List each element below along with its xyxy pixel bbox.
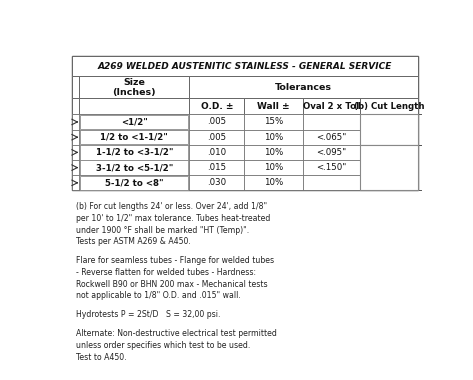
Bar (189, 76, 418, 98)
Bar (303, 160, 359, 175)
Text: .015: .015 (207, 163, 226, 172)
Bar (359, 114, 418, 145)
Bar (79, 175, 189, 190)
Text: 10%: 10% (264, 178, 283, 187)
Bar (244, 175, 303, 190)
Text: .010: .010 (207, 148, 226, 157)
Text: not applicable to 1/8" O.D. and .015" wall.: not applicable to 1/8" O.D. and .015" wa… (76, 291, 240, 300)
Text: 1/2 to <1-1/2": 1/2 to <1-1/2" (100, 133, 168, 142)
Bar (359, 160, 418, 175)
Bar (72, 56, 418, 76)
Text: 10%: 10% (264, 163, 283, 172)
Bar (79, 145, 189, 160)
Text: O.D. ±: O.D. ± (201, 102, 233, 111)
Text: - Reverse flatten for welded tubes - Hardness:: - Reverse flatten for welded tubes - Har… (76, 268, 255, 277)
Text: <.150": <.150" (316, 163, 347, 172)
Bar (72, 98, 79, 114)
Text: 1-1/2 to <3-1/2": 1-1/2 to <3-1/2" (96, 148, 173, 157)
Text: .005: .005 (207, 133, 226, 142)
Bar (79, 76, 189, 98)
Text: A269 WELDED AUSTENITIC STAINLESS - GENERAL SERVICE: A269 WELDED AUSTENITIC STAINLESS - GENER… (98, 62, 392, 71)
Text: +1/8"
-0: +1/8" -0 (376, 120, 402, 139)
Bar (189, 98, 244, 114)
Bar (189, 130, 244, 145)
Bar (359, 98, 418, 114)
Text: (b) Cut Length: (b) Cut Length (354, 102, 424, 111)
Bar (303, 98, 359, 114)
Bar (72, 175, 79, 190)
Bar (80, 115, 188, 129)
Text: +3/16"
-0: +3/16" -0 (373, 158, 405, 177)
Bar (303, 145, 359, 160)
Text: Test to A450.: Test to A450. (76, 353, 126, 362)
Text: per 10' to 1/2" max tolerance. Tubes heat-treated: per 10' to 1/2" max tolerance. Tubes hea… (76, 214, 270, 223)
Bar (79, 130, 189, 145)
Text: .030: .030 (207, 178, 226, 187)
Text: Tests per ASTM A269 & A450.: Tests per ASTM A269 & A450. (76, 237, 191, 246)
Text: Oval 2 x Tol: Oval 2 x Tol (303, 102, 359, 111)
Bar (72, 160, 79, 175)
Text: unless order specifies which test to be used.: unless order specifies which test to be … (76, 341, 250, 350)
Bar (72, 114, 79, 130)
Bar (359, 145, 418, 160)
Bar (80, 130, 188, 144)
Text: Wall ±: Wall ± (257, 102, 290, 111)
Text: Tolerances: Tolerances (275, 83, 333, 92)
Text: <.095": <.095" (316, 148, 346, 157)
Text: Rockwell B90 or BHN 200 max - Mechanical tests: Rockwell B90 or BHN 200 max - Mechanical… (76, 280, 267, 289)
Text: Hydrotests P = 2St/D   S = 32,00 psi.: Hydrotests P = 2St/D S = 32,00 psi. (76, 310, 220, 320)
Bar (303, 175, 359, 190)
Text: 5-1/2 to <8": 5-1/2 to <8" (105, 178, 164, 187)
Bar (72, 130, 79, 145)
Text: .005: .005 (207, 117, 226, 127)
Text: 10%: 10% (264, 133, 283, 142)
Bar (244, 114, 303, 130)
Bar (244, 145, 303, 160)
Bar (244, 130, 303, 145)
Bar (359, 130, 418, 145)
Bar (359, 145, 418, 190)
Bar (244, 160, 303, 175)
Bar (189, 175, 244, 190)
Bar (244, 98, 303, 114)
Text: Alternate: Non-destructive electrical test permitted: Alternate: Non-destructive electrical te… (76, 329, 277, 339)
Bar (72, 145, 79, 160)
Bar (303, 130, 359, 145)
Text: 15%: 15% (264, 117, 283, 127)
Bar (72, 76, 79, 98)
Bar (79, 114, 189, 130)
Text: <.065": <.065" (316, 133, 347, 142)
Bar (189, 160, 244, 175)
Bar (80, 176, 188, 190)
Bar (303, 114, 359, 130)
Bar (189, 145, 244, 160)
Bar (72, 56, 418, 190)
Text: 3-1/2 to <5-1/2": 3-1/2 to <5-1/2" (96, 163, 173, 172)
Bar (79, 160, 189, 175)
Bar (359, 175, 418, 190)
Bar (189, 114, 244, 130)
Bar (79, 98, 189, 114)
Text: <1/2": <1/2" (121, 117, 148, 127)
Bar (80, 160, 188, 175)
Text: Size
(Inches): Size (Inches) (113, 78, 156, 97)
Bar (80, 145, 188, 160)
Text: (b) For cut lengths 24' or less. Over 24', add 1/8": (b) For cut lengths 24' or less. Over 24… (76, 202, 267, 211)
Text: under 1900 °F shall be marked "HT (Temp)".: under 1900 °F shall be marked "HT (Temp)… (76, 226, 249, 234)
Bar (359, 114, 418, 130)
Text: Flare for seamless tubes - Flange for welded tubes: Flare for seamless tubes - Flange for we… (76, 256, 274, 265)
Text: 10%: 10% (264, 148, 283, 157)
